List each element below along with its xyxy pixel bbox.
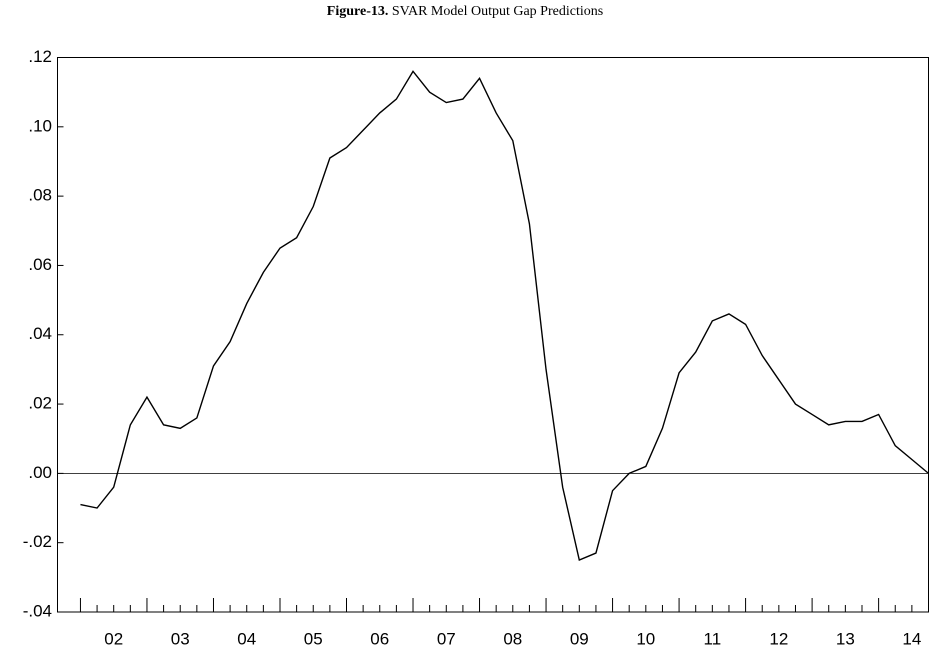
title-text: SVAR Model Output Gap Predictions <box>392 4 603 19</box>
figure-label: Figure-13. <box>327 4 389 19</box>
y-tick-label: .00 <box>28 463 52 482</box>
data-line <box>80 70 929 561</box>
x-tick-label: 08 <box>503 629 522 648</box>
x-tick-label: 12 <box>769 629 788 648</box>
y-tick-label: .12 <box>28 47 52 66</box>
y-tick-label: -.02 <box>23 532 52 551</box>
x-tick-label: 09 <box>570 629 589 648</box>
y-tick-label: .10 <box>28 116 52 135</box>
plot-frame <box>57 57 929 613</box>
y-tick-label: -.04 <box>23 601 52 620</box>
x-tick-label: 13 <box>836 629 855 648</box>
chart-title: Figure-13. SVAR Model Output Gap Predict… <box>327 4 603 19</box>
x-tick-label: 06 <box>370 629 389 648</box>
y-tick-label: .06 <box>28 255 52 274</box>
x-tick-label: 02 <box>104 629 123 648</box>
x-tick-label: 10 <box>636 629 655 648</box>
y-tick-label: .04 <box>28 324 52 343</box>
x-tick-label: 03 <box>171 629 190 648</box>
x-tick-label: 14 <box>902 629 921 648</box>
x-tick-label: 05 <box>304 629 323 648</box>
x-tick-label: 11 <box>704 629 722 648</box>
y-tick-label: .08 <box>28 186 52 205</box>
x-tick-label: 07 <box>437 629 456 648</box>
x-tick-label: 04 <box>237 629 256 648</box>
y-tick-label: .02 <box>28 394 52 413</box>
